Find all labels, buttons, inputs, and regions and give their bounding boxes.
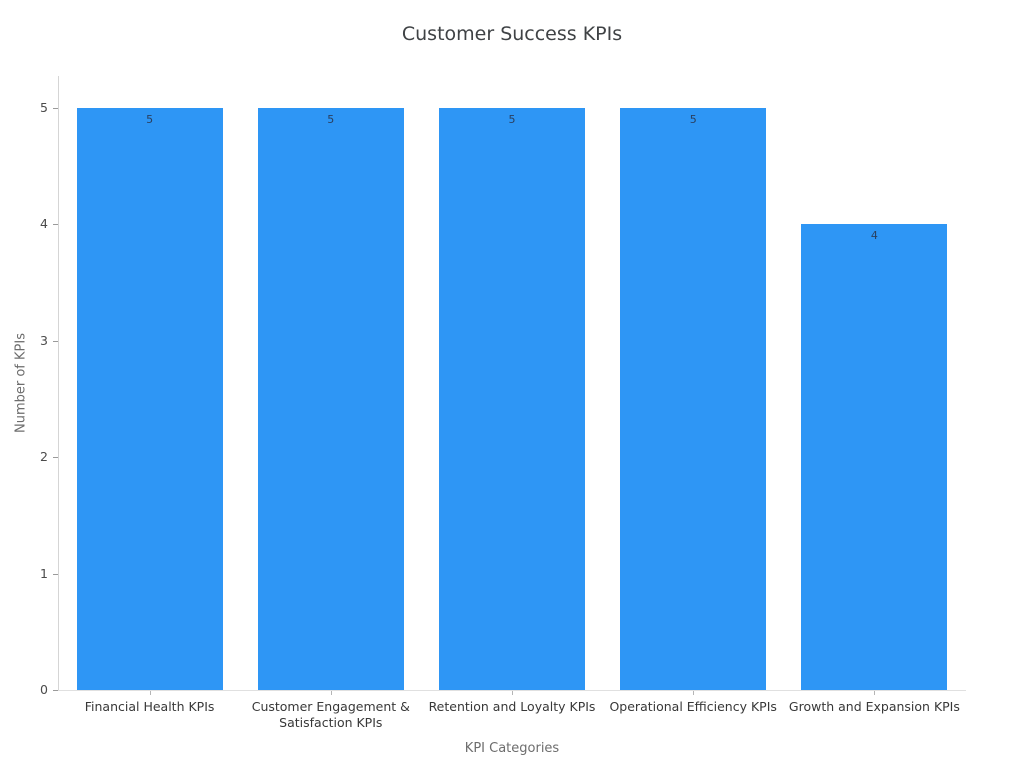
bar-value-label: 5 [689, 112, 697, 126]
bar-value-label: 5 [508, 112, 516, 126]
y-tick-label: 1 [40, 565, 48, 581]
y-tick-label: 0 [40, 682, 48, 697]
x-tick [693, 691, 695, 695]
bar: 5 [439, 107, 585, 690]
x-tick-label: Growth and Expansion KPIs [788, 699, 960, 714]
bar: 5 [620, 107, 767, 690]
x-tick [874, 691, 876, 695]
x-tick-label: Financial Health KPIs [84, 699, 215, 714]
bar: 4 [801, 224, 948, 690]
y-tick [53, 573, 58, 575]
bar-value-label: 5 [327, 112, 335, 126]
y-tick-label: 2 [40, 449, 48, 464]
y-tick-label: 5 [40, 99, 48, 115]
x-tick-label: Retention and Loyalty KPIs [428, 699, 596, 714]
y-tick [53, 107, 58, 109]
x-tick [330, 691, 332, 695]
x-tick-label: Customer Engagement & Satisfaction KPIs [251, 699, 410, 730]
bar: 5 [76, 107, 223, 690]
y-axis-line [58, 76, 59, 691]
x-axis-line [58, 690, 966, 691]
y-tick [53, 690, 58, 691]
chart-title: Customer Success KPIs [401, 23, 623, 45]
y-tick-label: 4 [40, 216, 48, 231]
x-tick [512, 691, 513, 695]
y-tick-label: 3 [40, 332, 48, 348]
y-tick [53, 457, 58, 458]
bar-value-label: 4 [870, 229, 878, 242]
x-tick-label: Operational Efficiency KPIs [609, 699, 777, 714]
y-tick [53, 340, 58, 342]
x-axis-title: KPI Categories [464, 741, 560, 756]
bar: 5 [257, 107, 404, 690]
bar-value-label: 5 [146, 112, 154, 126]
x-tick [149, 691, 151, 695]
y-tick [53, 224, 58, 225]
